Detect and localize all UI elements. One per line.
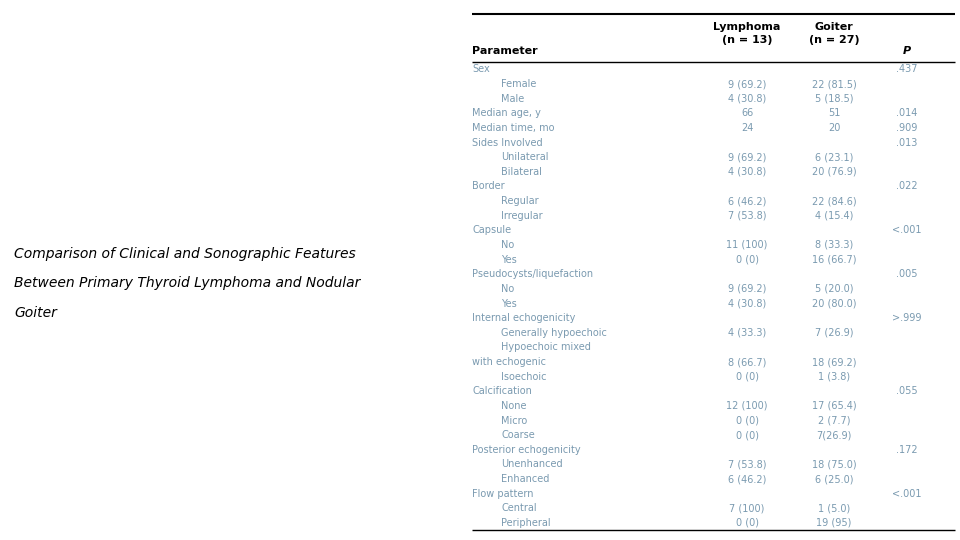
- Text: Yes: Yes: [501, 255, 516, 265]
- Text: Central: Central: [501, 503, 537, 514]
- Text: Peripheral: Peripheral: [501, 518, 551, 528]
- Text: Isoechoic: Isoechoic: [501, 372, 546, 382]
- Text: 7 (53.8): 7 (53.8): [728, 211, 766, 221]
- Text: Calcification: Calcification: [472, 386, 532, 396]
- Text: .022: .022: [896, 181, 918, 192]
- Text: Pseudocysts/liquefaction: Pseudocysts/liquefaction: [472, 269, 593, 279]
- Text: 0 (0): 0 (0): [735, 372, 758, 382]
- Text: .437: .437: [896, 64, 918, 75]
- Text: 4 (30.8): 4 (30.8): [728, 167, 766, 177]
- Text: 18 (69.2): 18 (69.2): [812, 357, 856, 367]
- Text: 12 (100): 12 (100): [727, 401, 768, 411]
- Text: Border: Border: [472, 181, 505, 192]
- Text: 9 (69.2): 9 (69.2): [728, 152, 766, 162]
- Text: 7 (26.9): 7 (26.9): [815, 328, 853, 338]
- Text: <.001: <.001: [892, 225, 922, 235]
- Text: 4 (30.8): 4 (30.8): [728, 299, 766, 308]
- Text: 5 (18.5): 5 (18.5): [815, 93, 853, 104]
- Text: 6 (23.1): 6 (23.1): [815, 152, 853, 162]
- Text: Goiter: Goiter: [14, 306, 58, 320]
- Text: 2 (7.7): 2 (7.7): [818, 416, 851, 426]
- Text: 6 (46.2): 6 (46.2): [728, 196, 766, 206]
- Text: 5 (20.0): 5 (20.0): [815, 284, 853, 294]
- Text: 0 (0): 0 (0): [735, 430, 758, 440]
- Text: 22 (84.6): 22 (84.6): [812, 196, 856, 206]
- Text: 8 (66.7): 8 (66.7): [728, 357, 766, 367]
- Text: Regular: Regular: [501, 196, 539, 206]
- Text: 22 (81.5): 22 (81.5): [812, 79, 856, 89]
- Text: Parameter: Parameter: [472, 46, 538, 56]
- Text: No: No: [501, 240, 515, 250]
- Text: Unilateral: Unilateral: [501, 152, 548, 162]
- Text: .055: .055: [896, 386, 918, 396]
- Text: Generally hypoechoic: Generally hypoechoic: [501, 328, 607, 338]
- Text: 51: 51: [828, 109, 840, 118]
- Text: Micro: Micro: [501, 416, 527, 426]
- Text: <.001: <.001: [892, 489, 922, 499]
- Text: Male: Male: [501, 93, 524, 104]
- Text: 8 (33.3): 8 (33.3): [815, 240, 853, 250]
- Text: 20: 20: [828, 123, 840, 133]
- Text: 7(26.9): 7(26.9): [816, 430, 852, 440]
- Text: .005: .005: [896, 269, 918, 279]
- Text: 9 (69.2): 9 (69.2): [728, 79, 766, 89]
- Text: 24: 24: [741, 123, 754, 133]
- Text: Median time, mo: Median time, mo: [472, 123, 555, 133]
- Text: Unenhanced: Unenhanced: [501, 460, 563, 469]
- Text: Irregular: Irregular: [501, 211, 542, 221]
- Text: 7 (100): 7 (100): [730, 503, 765, 514]
- Text: Capsule: Capsule: [472, 225, 512, 235]
- Text: P: P: [902, 46, 911, 56]
- Text: Median age, y: Median age, y: [472, 109, 541, 118]
- Text: 7 (53.8): 7 (53.8): [728, 460, 766, 469]
- Text: 6 (25.0): 6 (25.0): [815, 474, 853, 484]
- Text: 9 (69.2): 9 (69.2): [728, 284, 766, 294]
- Text: 6 (46.2): 6 (46.2): [728, 474, 766, 484]
- Text: Posterior echogenicity: Posterior echogenicity: [472, 445, 581, 455]
- Text: Between Primary Thyroid Lymphoma and Nodular: Between Primary Thyroid Lymphoma and Nod…: [14, 276, 361, 291]
- Text: 0 (0): 0 (0): [735, 518, 758, 528]
- Text: 66: 66: [741, 109, 754, 118]
- Text: 11 (100): 11 (100): [727, 240, 768, 250]
- Text: 1 (3.8): 1 (3.8): [818, 372, 851, 382]
- Text: No: No: [501, 284, 515, 294]
- Text: Yes: Yes: [501, 299, 516, 308]
- Text: 18 (75.0): 18 (75.0): [812, 460, 856, 469]
- Text: 4 (15.4): 4 (15.4): [815, 211, 853, 221]
- Text: 16 (66.7): 16 (66.7): [812, 255, 856, 265]
- Text: 19 (95): 19 (95): [816, 518, 852, 528]
- Text: 4 (33.3): 4 (33.3): [728, 328, 766, 338]
- Text: .014: .014: [896, 109, 918, 118]
- Text: Coarse: Coarse: [501, 430, 535, 440]
- Text: Sides Involved: Sides Involved: [472, 138, 543, 147]
- Text: Goiter
(n = 27): Goiter (n = 27): [808, 22, 859, 45]
- Text: 0 (0): 0 (0): [735, 416, 758, 426]
- Text: Enhanced: Enhanced: [501, 474, 549, 484]
- Text: Female: Female: [501, 79, 537, 89]
- Text: 4 (30.8): 4 (30.8): [728, 93, 766, 104]
- Text: Sex: Sex: [472, 64, 490, 75]
- Text: 0 (0): 0 (0): [735, 255, 758, 265]
- Text: 1 (5.0): 1 (5.0): [818, 503, 851, 514]
- Text: Internal echogenicity: Internal echogenicity: [472, 313, 576, 323]
- Text: .172: .172: [896, 445, 918, 455]
- Text: Bilateral: Bilateral: [501, 167, 542, 177]
- Text: >.999: >.999: [892, 313, 922, 323]
- Text: 20 (80.0): 20 (80.0): [812, 299, 856, 308]
- Text: Comparison of Clinical and Sonographic Features: Comparison of Clinical and Sonographic F…: [14, 247, 356, 261]
- Text: .013: .013: [896, 138, 918, 147]
- Text: .909: .909: [896, 123, 918, 133]
- Text: 17 (65.4): 17 (65.4): [812, 401, 856, 411]
- Text: 20 (76.9): 20 (76.9): [812, 167, 856, 177]
- Text: Flow pattern: Flow pattern: [472, 489, 534, 499]
- Text: with echogenic: with echogenic: [472, 357, 546, 367]
- Text: Lymphoma
(n = 13): Lymphoma (n = 13): [713, 22, 780, 45]
- Text: None: None: [501, 401, 527, 411]
- Text: Hypoechoic mixed: Hypoechoic mixed: [501, 342, 591, 353]
